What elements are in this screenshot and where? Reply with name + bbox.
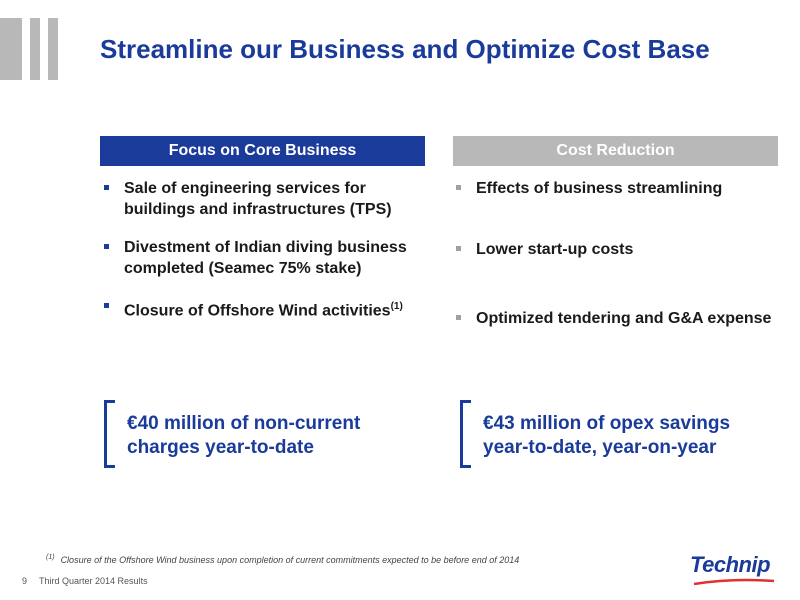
right-bullet-list: Effects of business streamlining Lower s… — [456, 178, 776, 329]
bullet-text: Lower start-up costs — [476, 241, 634, 258]
bullet-text: Closure of Offshore Wind activities — [124, 302, 391, 320]
bullet-text: Sale of engineering services for buildin… — [124, 180, 392, 218]
bar-2 — [30, 18, 40, 80]
square-bullet-icon — [456, 185, 461, 190]
bullet-item: Lower start-up costs — [456, 239, 776, 260]
square-bullet-icon — [104, 185, 109, 190]
callout-non-current-charges: €40 million of non-current charges year-… — [104, 400, 404, 468]
bracket-mask-bottom — [115, 465, 404, 468]
square-bullet-icon — [456, 246, 461, 251]
bar-3 — [48, 18, 58, 80]
bullet-item: Closure of Offshore Wind activities(1) — [104, 296, 424, 321]
callout-text: €40 million of non-current charges year-… — [127, 413, 361, 458]
report-name: Third Quarter 2014 Results — [39, 576, 148, 586]
technip-logo: Technip — [690, 552, 780, 588]
slide-title: Streamline our Business and Optimize Cos… — [100, 34, 710, 64]
decorative-bars — [0, 18, 70, 80]
bar-1 — [0, 18, 22, 80]
callout-opex-savings: €43 million of opex savings year-to-date… — [460, 400, 770, 468]
bracket-mask-bottom — [471, 465, 770, 468]
square-bullet-icon — [456, 315, 461, 320]
bullet-item: Effects of business streamlining — [456, 178, 776, 199]
bracket-mask-top — [471, 400, 770, 403]
square-bullet-icon — [104, 303, 109, 308]
footnote: (1) Closure of the Offshore Wind business… — [46, 554, 519, 565]
page-number: 9 — [22, 576, 28, 586]
bullet-text: Effects of business streamlining — [476, 180, 723, 197]
bracket-mask-top — [115, 400, 404, 403]
bullet-item: Divestment of Indian diving business com… — [104, 237, 424, 279]
logo-swoosh-icon — [693, 578, 775, 586]
footer: 9 Third Quarter 2014 Results — [22, 576, 148, 586]
bullet-text: Optimized tendering and G&A expense — [476, 310, 772, 327]
header-cost-reduction: Cost Reduction — [453, 136, 778, 166]
footnote-marker: (1) — [46, 554, 55, 561]
header-focus-core-business: Focus on Core Business — [100, 136, 425, 166]
footnote-text: Closure of the Offshore Wind business up… — [60, 555, 520, 565]
bullet-item: Optimized tendering and G&A expense — [456, 308, 776, 329]
bullet-text: Divestment of Indian diving business com… — [124, 239, 407, 277]
callout-text: €43 million of opex savings year-to-date… — [483, 413, 731, 458]
left-bullet-list: Sale of engineering services for buildin… — [104, 178, 424, 321]
bullet-item: Sale of engineering services for buildin… — [104, 178, 424, 220]
square-bullet-icon — [104, 244, 109, 249]
footnote-ref: (1) — [390, 301, 403, 312]
technip-logo-text: Technip — [690, 552, 771, 577]
